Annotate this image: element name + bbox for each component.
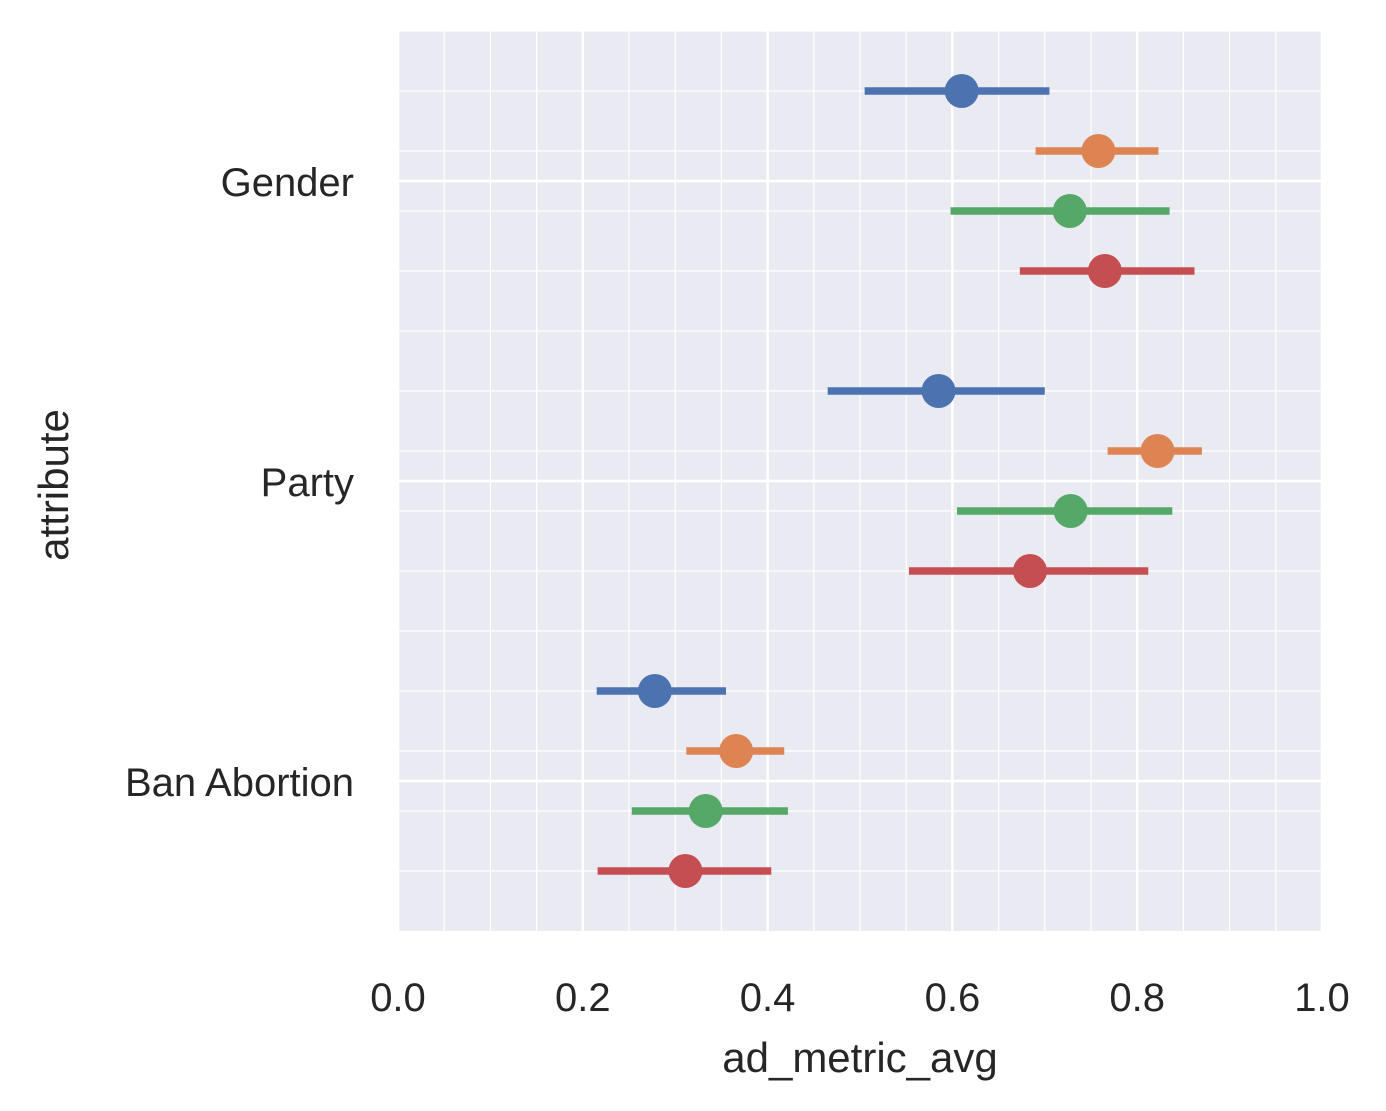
x-tick-label: 0.6 (925, 976, 981, 1020)
y-tick-label: Party (261, 461, 354, 505)
y-tick-labels: Gender Party Ban Abortion (125, 161, 354, 805)
data-point (637, 674, 672, 708)
data-point (688, 794, 723, 828)
data-point (921, 374, 956, 408)
y-tick-label: Ban Abortion (125, 761, 354, 805)
x-tick-label: 0.0 (370, 976, 426, 1020)
data-point (1053, 494, 1088, 528)
x-tick-label: 0.2 (555, 976, 611, 1020)
y-tick-label: Gender (221, 161, 354, 205)
x-tick-label: 0.8 (1109, 976, 1165, 1020)
data-marks (596, 74, 1202, 888)
data-point (944, 74, 979, 108)
data-point (1081, 134, 1116, 168)
data-point (1013, 554, 1048, 588)
data-point (668, 854, 703, 888)
y-axis-title: attribute (30, 409, 77, 561)
data-point (719, 734, 754, 768)
x-tick-label: 1.0 (1294, 976, 1350, 1020)
x-axis-title: ad_metric_avg (722, 1034, 997, 1081)
data-point (1140, 434, 1175, 468)
major-grid (396, 31, 1324, 931)
data-point (1087, 254, 1122, 288)
x-tick-labels: 0.0 0.2 0.4 0.6 0.8 1.0 (370, 976, 1350, 1020)
data-point (1052, 194, 1087, 228)
x-tick-label: 0.4 (740, 976, 796, 1020)
